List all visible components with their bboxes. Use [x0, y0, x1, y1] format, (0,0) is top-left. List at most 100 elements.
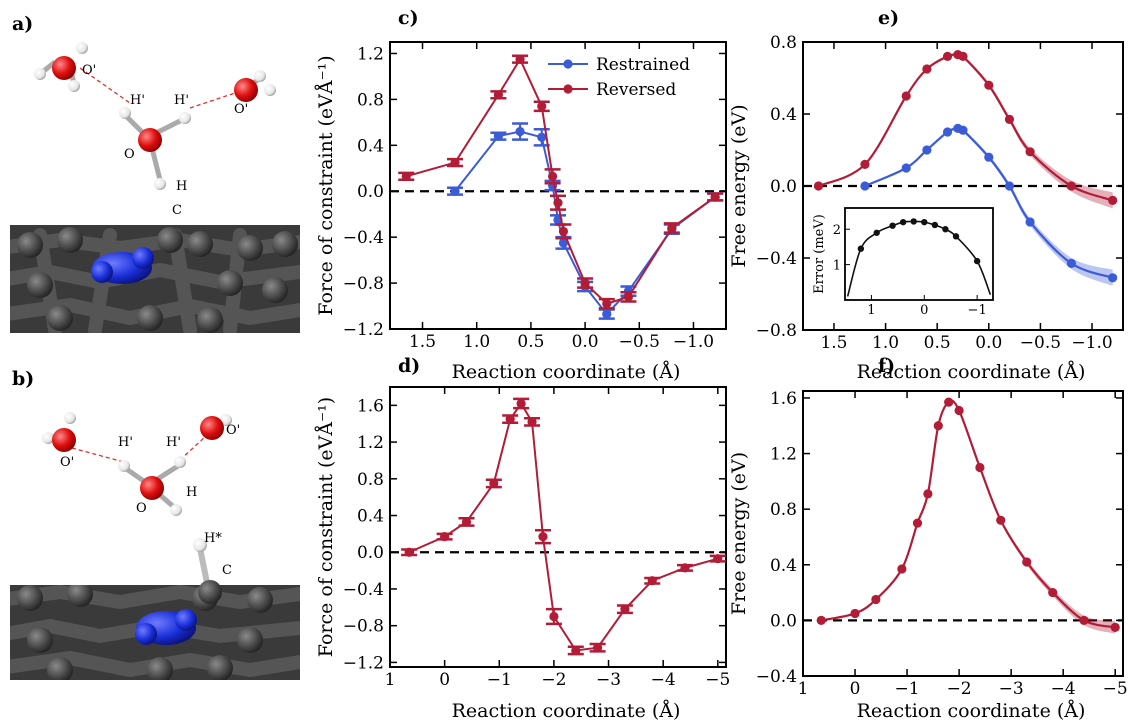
chart-panel-e: 1.5 1.0 0.5 0.0 −0.5 −1.0 −0.8 −0.4 0.0 0.4 0.8 e) R… — [728, 7, 1124, 383]
inset-x-tick-label: −1 — [968, 303, 987, 318]
data-point — [901, 163, 911, 173]
atom-labels-a: O' H' H' O' O H C — [82, 63, 248, 218]
data-point — [1004, 114, 1015, 124]
y-tick-label: 1.6 — [357, 396, 384, 416]
y-tick-label: 0.8 — [770, 500, 797, 520]
inset-data-point — [899, 218, 907, 226]
inset-data-point — [873, 229, 880, 236]
chart-panel-f: 1 0 −1 −2 −3 −4 −5−0.40.00.40.81.21.6f)Reactio… — [728, 355, 1128, 722]
data-point — [537, 132, 547, 142]
data-point — [493, 131, 503, 141]
water-molecules-b — [42, 412, 232, 516]
graphene-sheet-b — [10, 585, 300, 680]
y-tick-label: −1.2 — [343, 653, 384, 673]
atom-label: H — [176, 179, 187, 194]
graphene-sheet-a — [10, 225, 300, 333]
series-line — [820, 399, 1116, 629]
x-tick-label: −4 — [1051, 679, 1076, 699]
atom-label: O' — [82, 63, 96, 78]
atom-label: H* — [204, 531, 222, 546]
x-tick-label: 1.0 — [463, 332, 490, 352]
y-tick-label: 0.0 — [770, 177, 797, 197]
data-point — [440, 532, 450, 542]
molecule-panel-a: a) — [10, 13, 300, 333]
plot-frame — [389, 386, 727, 668]
x-tick-label: 0.5 — [517, 332, 544, 352]
x-tick-label: −5 — [1103, 679, 1128, 699]
x-tick-label: −5 — [705, 670, 730, 690]
y-axis-label: Force of constraint (eVÅ⁻¹) — [315, 55, 337, 315]
panel-label: c) — [398, 7, 419, 29]
y-tick-label: −1.2 — [343, 320, 384, 340]
data-point — [516, 398, 526, 409]
y-tick-label: −0.4 — [756, 667, 797, 687]
legend-marker — [563, 84, 573, 94]
data-point — [923, 489, 933, 499]
data-point — [620, 604, 630, 614]
data-point — [558, 238, 569, 248]
data-point — [713, 554, 723, 564]
data-point — [538, 532, 548, 542]
atom-label: H' — [174, 93, 189, 108]
data-point — [1004, 181, 1015, 191]
y-tick-label: −0.4 — [343, 580, 384, 600]
x-tick-label: 1 — [798, 679, 809, 699]
x-tick-label: −2 — [541, 670, 566, 690]
data-point — [450, 157, 460, 168]
y-tick-label: 1.2 — [770, 445, 797, 465]
y-tick-label: −0.8 — [343, 274, 384, 294]
inset-y-tick-label: 1 — [833, 259, 841, 274]
atom-label: H' — [118, 435, 133, 450]
data-point — [922, 64, 932, 74]
panel-label-a: a) — [12, 13, 33, 35]
data-point — [547, 171, 558, 181]
atom-label: H — [186, 485, 197, 500]
inset-data-point — [857, 245, 865, 252]
data-point — [404, 547, 414, 557]
data-point — [958, 125, 968, 135]
data-point — [1110, 622, 1120, 632]
data-point — [933, 421, 943, 431]
data-point — [1066, 258, 1076, 268]
data-point — [549, 611, 559, 622]
inset-data-point — [931, 221, 939, 229]
legend-label: Reversed — [596, 80, 676, 100]
inset-x-tick-label: 0 — [920, 303, 928, 318]
y-tick-label: 1.2 — [357, 44, 384, 64]
x-tick-label: 0 — [439, 670, 450, 690]
data-point — [944, 397, 954, 407]
data-point — [984, 80, 994, 90]
panel-label: f) — [878, 355, 895, 377]
inset-data-point — [910, 218, 917, 225]
x-tick-label: −2 — [947, 679, 972, 699]
y-tick-label: 0.0 — [770, 611, 797, 631]
water-molecules-a — [34, 42, 276, 190]
atom-label: O' — [234, 102, 248, 117]
x-tick-label: 1.5 — [820, 333, 847, 353]
data-point — [515, 54, 525, 64]
data-point — [984, 152, 994, 162]
plot-frame — [389, 41, 727, 330]
panel-label: e) — [878, 7, 899, 29]
y-tick-label: 0.8 — [770, 33, 797, 53]
inset-y-label: Error (meV) — [812, 214, 827, 294]
legend: Restrained Reversed — [548, 55, 690, 100]
y-tick-label: 0.0 — [357, 182, 384, 202]
data-point — [571, 645, 581, 656]
atom-label: H' — [130, 93, 145, 108]
y-tick-label: 1.2 — [357, 433, 384, 453]
data-point — [1022, 557, 1032, 567]
y-tick-label: 0.4 — [357, 136, 384, 156]
data-point — [912, 518, 923, 528]
x-axis-label: Reaction coordinate (Å) — [452, 700, 681, 722]
data-point — [871, 594, 881, 605]
panel-label: d) — [398, 355, 420, 377]
x-tick-label: −1 — [487, 670, 512, 690]
x-tick-label: −3 — [999, 679, 1024, 699]
atom-label: C — [222, 563, 232, 578]
y-axis-label: Free energy (eV) — [728, 452, 750, 615]
data-point — [602, 309, 612, 319]
data-point — [647, 576, 657, 586]
data-point — [901, 91, 911, 101]
